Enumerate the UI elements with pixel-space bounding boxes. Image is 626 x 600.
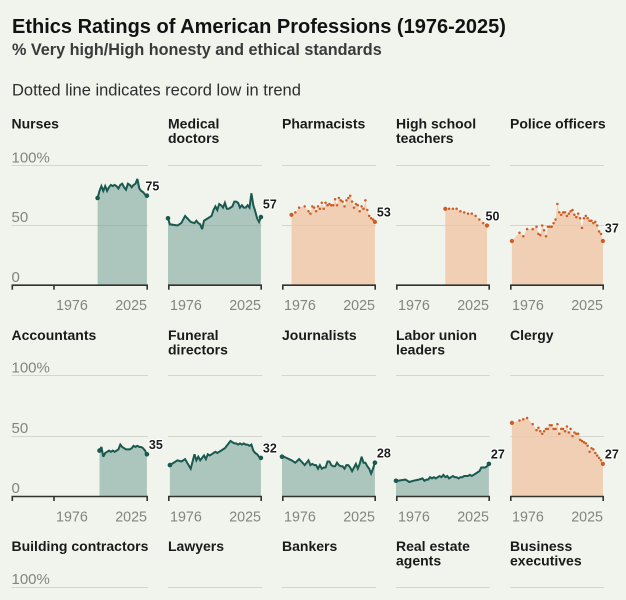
svg-text:2025: 2025: [457, 509, 489, 525]
svg-text:Business: Business: [510, 538, 572, 554]
svg-text:1976: 1976: [284, 509, 316, 525]
svg-text:2025: 2025: [115, 509, 147, 525]
svg-text:Real estate: Real estate: [396, 538, 470, 554]
svg-text:2025: 2025: [229, 298, 261, 314]
svg-text:2025: 2025: [571, 298, 603, 314]
svg-text:50: 50: [12, 209, 29, 226]
svg-text:1976: 1976: [170, 298, 202, 314]
svg-text:50: 50: [12, 420, 29, 437]
svg-text:0: 0: [12, 480, 20, 497]
svg-text:75: 75: [145, 180, 159, 194]
svg-text:2025: 2025: [343, 509, 375, 525]
svg-text:1976: 1976: [170, 509, 202, 525]
svg-text:Bankers: Bankers: [282, 538, 337, 554]
svg-text:1976: 1976: [56, 298, 88, 314]
svg-text:Accountants: Accountants: [12, 327, 97, 343]
svg-text:100%: 100%: [12, 571, 50, 588]
svg-text:leaders: leaders: [396, 341, 445, 357]
svg-text:0: 0: [12, 269, 20, 286]
svg-text:57: 57: [263, 198, 277, 212]
svg-text:53: 53: [377, 206, 391, 220]
svg-text:100%: 100%: [12, 150, 50, 167]
svg-text:doctors: doctors: [168, 130, 220, 146]
svg-text:executives: executives: [510, 553, 582, 569]
svg-text:Funeral: Funeral: [168, 327, 219, 343]
svg-text:2025: 2025: [115, 298, 147, 314]
svg-text:50: 50: [486, 209, 500, 223]
svg-text:Medical: Medical: [168, 116, 219, 132]
svg-text:28: 28: [377, 447, 391, 461]
svg-text:27: 27: [491, 448, 505, 462]
svg-text:32: 32: [263, 442, 277, 456]
svg-text:2025: 2025: [229, 509, 261, 525]
svg-text:Building contractors: Building contractors: [12, 538, 149, 554]
svg-text:teachers: teachers: [396, 130, 454, 146]
svg-text:directors: directors: [168, 341, 228, 357]
svg-text:2025: 2025: [457, 298, 489, 314]
svg-text:Labor union: Labor union: [396, 327, 477, 343]
svg-text:35: 35: [149, 438, 163, 452]
svg-text:100%: 100%: [12, 360, 50, 377]
svg-text:Lawyers: Lawyers: [168, 538, 224, 554]
svg-text:1976: 1976: [284, 298, 316, 314]
svg-text:27: 27: [605, 448, 619, 462]
svg-text:1976: 1976: [398, 298, 430, 314]
svg-text:1976: 1976: [512, 298, 544, 314]
svg-text:Dotted line indicates record l: Dotted line indicates record low in tren…: [12, 82, 301, 100]
svg-text:1976: 1976: [56, 509, 88, 525]
svg-text:High school: High school: [396, 116, 476, 132]
svg-text:1976: 1976: [398, 509, 430, 525]
svg-text:agents: agents: [396, 553, 441, 569]
svg-text:Journalists: Journalists: [282, 327, 357, 343]
svg-text:Clergy: Clergy: [510, 327, 554, 343]
svg-text:% Very high/High honesty and e: % Very high/High honesty and ethical sta…: [12, 41, 382, 59]
svg-text:2025: 2025: [343, 298, 375, 314]
svg-text:37: 37: [605, 222, 619, 236]
svg-text:Ethics Ratings of American Pro: Ethics Ratings of American Professions (…: [12, 16, 506, 38]
svg-text:2025: 2025: [571, 509, 603, 525]
svg-text:1976: 1976: [512, 509, 544, 525]
svg-text:Pharmacists: Pharmacists: [282, 116, 365, 132]
svg-text:Nurses: Nurses: [12, 116, 60, 132]
svg-text:Police officers: Police officers: [510, 116, 606, 132]
